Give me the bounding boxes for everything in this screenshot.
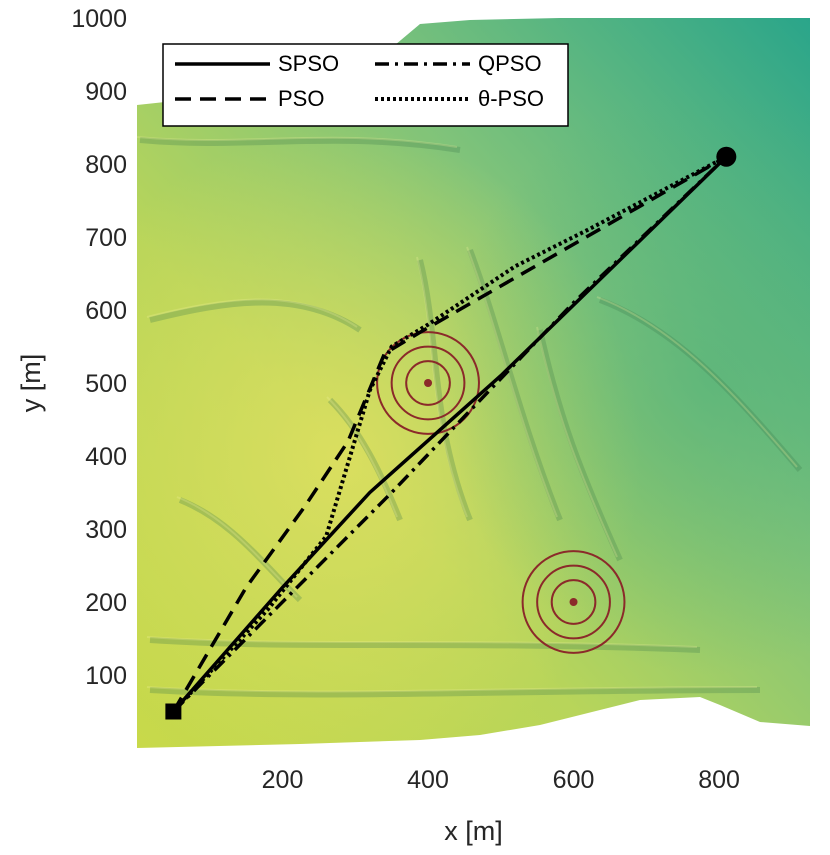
terrain-map	[137, 18, 810, 748]
path-qpso	[172, 155, 728, 713]
y-tick-label: 200	[85, 589, 127, 617]
threat-zone-2	[521, 550, 626, 654]
start-marker	[165, 703, 182, 720]
threat-ring	[405, 360, 451, 406]
threat-ring	[390, 345, 466, 421]
y-tick-label: 300	[85, 516, 127, 544]
y-tick-label: 400	[85, 443, 127, 471]
axis-ticks: 200 400 600 800 100 200 300 400 500 600 700 800 900 1…	[71, 5, 740, 794]
threat-zone-1	[376, 331, 480, 435]
legend-label: PSO	[278, 86, 324, 111]
threat-center	[424, 379, 433, 387]
path-lines	[171, 154, 728, 713]
threat-ring	[536, 564, 611, 640]
legend-entry: θ-PSO	[375, 86, 544, 111]
x-tick-label: 200	[262, 766, 304, 794]
plot-area	[137, 18, 810, 748]
y-axis-label: y [m]	[16, 354, 46, 413]
legend-box	[162, 43, 569, 127]
y-tick-label: 600	[85, 297, 127, 325]
threat-ring	[376, 331, 480, 435]
y-tick-label: 100	[85, 662, 127, 690]
path--pso	[171, 154, 728, 713]
threat-zones	[376, 331, 626, 654]
endpoint-markers	[165, 146, 737, 720]
y-tick-label: 800	[85, 151, 127, 179]
x-tick-label: 600	[553, 766, 595, 794]
legend-label: SPSO	[278, 51, 339, 76]
legend-label: θ-PSO	[478, 86, 544, 111]
x-tick-label: 800	[698, 766, 740, 794]
legend-entry: SPSO	[175, 51, 339, 76]
goal-marker	[716, 146, 737, 167]
threat-ring	[550, 579, 597, 625]
y-tick-label: 900	[85, 78, 127, 106]
legend-entry: PSO	[175, 86, 324, 111]
path-pso	[171, 155, 728, 713]
threat-center	[569, 598, 578, 606]
x-tick-label: 400	[407, 766, 449, 794]
y-tick-label: 1000	[71, 5, 127, 33]
y-tick-label: 500	[85, 370, 127, 398]
x-axis-label: x [m]	[444, 816, 503, 846]
legend-entry: QPSO	[375, 51, 542, 76]
legend-label: QPSO	[478, 51, 542, 76]
threat-ring	[521, 550, 626, 654]
legend: SPSO PSO QPSO θ-PSO	[162, 43, 569, 127]
y-tick-label: 700	[85, 224, 127, 252]
